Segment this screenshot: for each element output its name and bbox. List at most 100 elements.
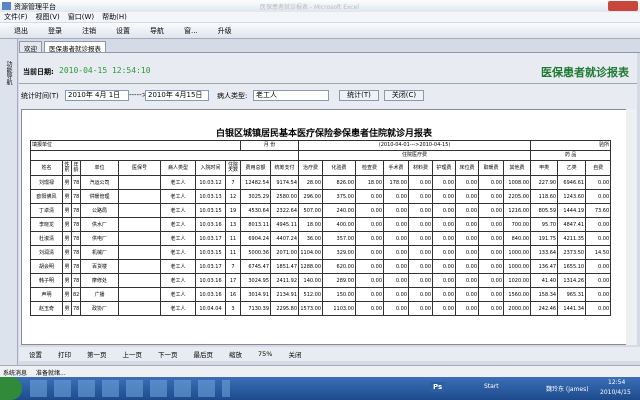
table-cell: 78 — [71, 245, 81, 260]
bot-item[interactable]: 打印 — [58, 351, 71, 359]
table-cell: 老工人 — [160, 301, 196, 316]
side-panel: 功能导航 — [0, 39, 18, 365]
tool-item[interactable]: 导航 — [150, 26, 164, 35]
table-cell: 老工人 — [160, 203, 196, 218]
table-cell: 0.00 — [355, 287, 385, 302]
table-cell: 0.00 — [455, 287, 480, 302]
start-orb[interactable] — [0, 377, 22, 400]
stat-button[interactable]: 统计(T) — [339, 90, 379, 101]
menu-item[interactable]: 文件(F) — [4, 13, 28, 21]
tab-strip: 欢迎 医保患者就诊报表 — [19, 41, 640, 53]
group-row: 住院医疗费药 品 — [29, 150, 612, 161]
close-button[interactable]: 关闭(C) — [384, 90, 424, 101]
bot-item[interactable]: 缩放 — [229, 351, 242, 359]
tool-item[interactable]: 注销 — [82, 26, 96, 35]
from-date[interactable]: 2010年 4月 1日 — [65, 90, 129, 101]
table-cell: 118.60 — [530, 189, 559, 204]
tool-item[interactable]: 登录 — [48, 26, 62, 35]
table-cell: 机械厂 — [80, 245, 119, 260]
table-cell: 2134.91 — [270, 287, 300, 302]
table-cell — [118, 287, 161, 302]
table-cell: 240.00 — [322, 203, 357, 218]
to-date[interactable]: 2010年 4月15日 — [145, 90, 209, 101]
table-cell: 0.00 — [408, 259, 434, 274]
tab[interactable]: 欢迎 — [19, 41, 42, 53]
table-cell: 7130.39 — [240, 301, 272, 316]
table-cell: 0.00 — [455, 301, 480, 316]
table-cell: 6904.24 — [240, 231, 272, 246]
column-header: 取暖费 — [478, 160, 505, 176]
table-cell: 老工人 — [160, 259, 196, 274]
table-cell: 12482.54 — [240, 175, 272, 190]
table-cell: 620.00 — [322, 259, 357, 274]
tool-item[interactable]: 退出 — [14, 26, 28, 35]
type-select[interactable]: 老工人 — [253, 90, 329, 101]
tab[interactable]: 医保患者就诊报表 — [44, 41, 106, 53]
quick-launch[interactable] — [30, 380, 230, 397]
table-cell: 0.00 — [432, 175, 457, 190]
table-cell: 2071.00 — [270, 245, 300, 260]
bot-item[interactable]: 上一页 — [122, 351, 143, 359]
table-cell: 0.00 — [383, 231, 410, 246]
table-cell: 0.00 — [383, 189, 410, 204]
table-cell: 欧阳佛风 — [30, 189, 63, 204]
bot-item[interactable]: 设置 — [29, 351, 42, 359]
table-cell: 140.00 — [298, 273, 324, 288]
table-cell: 0.00 — [478, 189, 505, 204]
table-cell: 1104.00 — [298, 245, 324, 260]
table-cell: 11 — [224, 245, 242, 260]
table-cell: 老工人 — [160, 245, 196, 260]
menu-item[interactable]: 视图(V) — [35, 13, 60, 21]
data-row: 刘润清男 78 机械厂 老工人 10.03.15 11 5000.36 2071.00 1104… — [30, 245, 612, 260]
table-cell: 507.00 — [298, 203, 324, 218]
table-cell: 10.03.15 — [195, 245, 226, 260]
report-table: 填报单位月 份 (2010-04-01--->2010-04-15) 验所 住院医疗费… — [29, 140, 612, 316]
table-cell: 4530.64 — [240, 203, 272, 218]
side-label: 功能导航 — [5, 61, 12, 85]
start-text[interactable]: Start — [484, 383, 499, 390]
table-cell: 78 — [71, 175, 81, 190]
bot-item[interactable]: 下一页 — [158, 351, 178, 359]
table-cell: 男 — [62, 259, 72, 274]
table-cell: 7 — [224, 175, 242, 190]
table-cell: 赵玉奇 — [30, 301, 63, 316]
table-cell: 10.03.13 — [195, 189, 226, 204]
time-label: 统计时间(T) — [21, 92, 59, 100]
table-cell: 7 — [224, 259, 242, 274]
ps-icon[interactable]: Ps — [430, 382, 446, 392]
table-cell: 1573.00 — [298, 301, 324, 316]
tool-item[interactable]: 窗... — [184, 26, 198, 35]
table-cell: 1020.00 — [503, 273, 532, 288]
status-message: 准备就绪... — [36, 370, 66, 377]
tool-item[interactable]: 设置 — [116, 26, 130, 35]
table-cell: 10.03.17 — [195, 231, 226, 246]
table-cell: 0.00 — [383, 273, 410, 288]
data-row: 刘璟禄男 78 汽运公司 老工人 10.03.12 7 12482.54 9174.54 28.… — [30, 175, 612, 190]
table-cell: 0.00 — [432, 203, 457, 218]
table-cell: 0.00 — [408, 217, 434, 232]
table-cell — [118, 175, 161, 190]
table-cell: 8013.11 — [240, 217, 272, 232]
bot-item[interactable]: 最后页 — [193, 351, 214, 359]
table-cell: 供电厂 — [80, 231, 119, 246]
table-cell: 男 — [62, 287, 72, 302]
table-cell: 0.00 — [478, 273, 505, 288]
table-cell: 78 — [71, 189, 81, 204]
tool-item[interactable]: 升级 — [217, 26, 232, 35]
bot-item[interactable]: 关闭 — [288, 351, 302, 359]
bot-item[interactable]: 75% — [258, 350, 273, 358]
menu-item[interactable]: 帮助(H) — [102, 13, 127, 21]
table-cell: 0.00 — [355, 273, 385, 288]
table-cell: 男 — [62, 273, 72, 288]
table-cell: 78 — [71, 273, 81, 288]
table-cell: 0.00 — [585, 231, 612, 246]
scrollbar[interactable] — [626, 109, 636, 345]
table-cell: 4847.41 — [557, 217, 587, 232]
table-cell: 老工人 — [160, 273, 196, 288]
table-cell: 10.03.16 — [195, 217, 226, 232]
table-cell: 296.00 — [298, 189, 324, 204]
bot-item[interactable]: 第一页 — [87, 351, 107, 359]
close-window[interactable] — [608, 1, 638, 11]
menu-item[interactable]: 窗口(W) — [67, 13, 95, 21]
